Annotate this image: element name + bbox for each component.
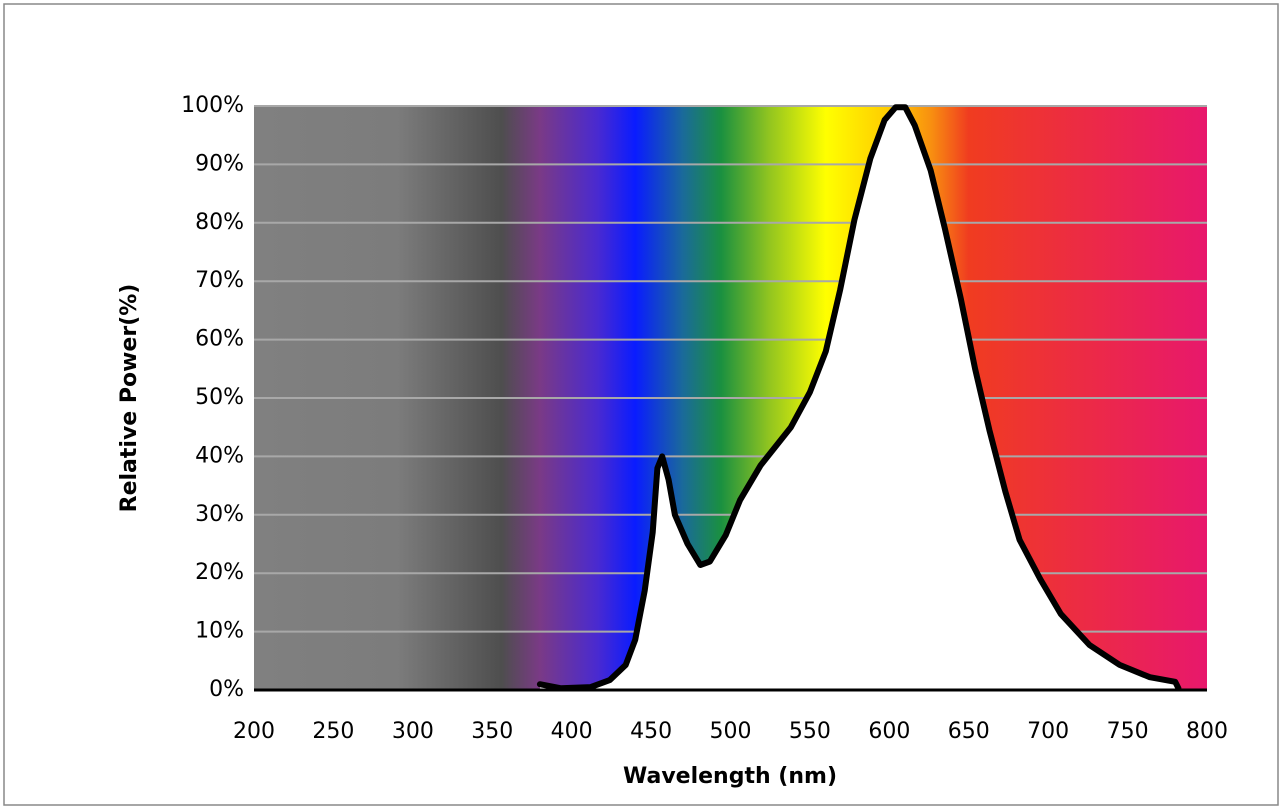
y-tick-label: 0% [209,677,244,702]
y-tick-label: 80% [195,210,244,235]
y-tick-label: 100% [181,93,244,118]
x-tick-label: 400 [551,719,593,744]
y-tick-label: 70% [195,268,244,293]
x-tick-label: 600 [868,719,910,744]
x-tick-label: 550 [789,719,831,744]
y-tick-label: 10% [195,619,244,644]
x-tick-label: 450 [630,719,672,744]
x-tick-label: 300 [392,719,434,744]
spectrum-line [536,104,1182,692]
x-tick-label: 700 [1027,719,1069,744]
x-tick-label: 200 [233,719,275,744]
x-axis-label: Wavelength (nm) [623,764,837,789]
y-tick-label: 60% [195,327,244,352]
y-tick-label: 20% [195,560,244,585]
x-tick-label: 750 [1107,719,1149,744]
y-tick-label: 40% [195,443,244,468]
x-tick-label: 350 [471,719,513,744]
y-tick-label: 30% [195,502,244,527]
x-tick-label: 650 [948,719,990,744]
x-tick-label: 250 [312,719,354,744]
x-tick-label: 800 [1186,719,1228,744]
y-tick-label: 90% [195,151,244,176]
y-axis-label: Relative Power(%) [117,284,142,513]
y-tick-label: 50% [195,385,244,410]
x-tick-label: 500 [710,719,752,744]
